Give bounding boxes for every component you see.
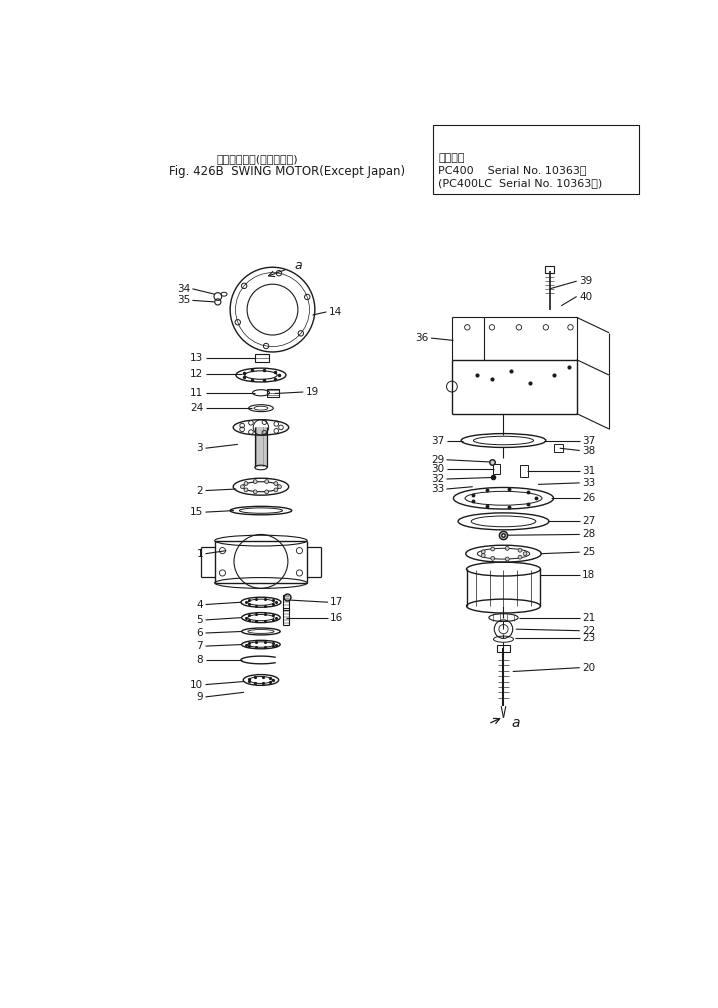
Bar bbox=[284, 609, 289, 625]
Text: 14: 14 bbox=[329, 306, 342, 317]
Circle shape bbox=[265, 480, 269, 484]
Bar bbox=[554, 445, 563, 452]
Circle shape bbox=[491, 556, 495, 560]
Text: 31: 31 bbox=[582, 467, 595, 477]
Text: 2: 2 bbox=[197, 486, 203, 496]
Text: 38: 38 bbox=[582, 446, 595, 456]
Text: 28: 28 bbox=[582, 529, 595, 539]
Text: 26: 26 bbox=[582, 493, 595, 503]
Bar bbox=[267, 389, 279, 396]
Text: 29: 29 bbox=[431, 455, 444, 465]
Text: 旋　回モータ(海　外　向): 旋 回モータ(海 外 向) bbox=[216, 154, 298, 164]
Circle shape bbox=[274, 482, 278, 486]
Text: 32: 32 bbox=[431, 474, 444, 484]
Bar bbox=[521, 465, 528, 478]
Text: 12: 12 bbox=[190, 369, 203, 379]
Text: 5: 5 bbox=[197, 615, 203, 625]
Text: 22: 22 bbox=[582, 626, 595, 636]
Text: 18: 18 bbox=[582, 571, 595, 581]
Text: (PC400LC  Serial No. 10363～): (PC400LC Serial No. 10363～) bbox=[438, 177, 602, 187]
Text: 36: 36 bbox=[416, 333, 429, 343]
Text: 27: 27 bbox=[582, 516, 595, 526]
Text: 34: 34 bbox=[177, 284, 190, 293]
Bar bbox=[498, 644, 510, 652]
Text: 33: 33 bbox=[582, 478, 595, 488]
Bar bbox=[284, 595, 289, 610]
Text: 17: 17 bbox=[330, 597, 343, 607]
Circle shape bbox=[274, 488, 278, 492]
Circle shape bbox=[523, 551, 527, 555]
Text: 16: 16 bbox=[330, 613, 343, 623]
Text: 7: 7 bbox=[197, 641, 203, 651]
Text: 37: 37 bbox=[582, 435, 595, 446]
Text: a: a bbox=[294, 259, 302, 272]
Text: 21: 21 bbox=[582, 613, 595, 623]
Text: 39: 39 bbox=[579, 276, 592, 286]
Bar bbox=[545, 266, 554, 272]
Circle shape bbox=[253, 490, 257, 494]
Text: 37: 37 bbox=[431, 435, 444, 446]
Circle shape bbox=[518, 548, 522, 552]
Text: 3: 3 bbox=[197, 444, 203, 454]
Text: 33: 33 bbox=[431, 484, 444, 494]
Text: 23: 23 bbox=[582, 633, 595, 643]
Text: 9: 9 bbox=[197, 691, 203, 702]
Circle shape bbox=[491, 547, 495, 551]
Bar bbox=[493, 465, 500, 474]
Circle shape bbox=[505, 546, 509, 550]
Text: 10: 10 bbox=[190, 679, 203, 689]
Text: 25: 25 bbox=[582, 547, 595, 557]
Circle shape bbox=[265, 490, 269, 494]
Text: 8: 8 bbox=[197, 655, 203, 665]
Text: a: a bbox=[511, 716, 520, 730]
Bar bbox=[433, 125, 639, 195]
Text: 6: 6 bbox=[197, 628, 203, 638]
Text: 20: 20 bbox=[582, 662, 595, 672]
Circle shape bbox=[505, 557, 509, 560]
Text: 適用号機: 適用号機 bbox=[438, 153, 465, 163]
Circle shape bbox=[481, 553, 485, 557]
Text: 13: 13 bbox=[190, 353, 203, 363]
Text: 11: 11 bbox=[190, 388, 203, 398]
Text: 1: 1 bbox=[197, 548, 203, 558]
Text: 35: 35 bbox=[177, 295, 190, 305]
Text: 24: 24 bbox=[190, 403, 203, 413]
Bar bbox=[255, 354, 269, 362]
Circle shape bbox=[277, 485, 281, 489]
Text: PC400    Serial No. 10363～: PC400 Serial No. 10363～ bbox=[438, 165, 587, 175]
Circle shape bbox=[244, 482, 248, 486]
Text: 19: 19 bbox=[306, 387, 319, 397]
Circle shape bbox=[241, 485, 244, 489]
Circle shape bbox=[518, 555, 522, 559]
Text: 40: 40 bbox=[579, 291, 592, 301]
Text: 15: 15 bbox=[190, 507, 203, 517]
Circle shape bbox=[481, 550, 485, 553]
Circle shape bbox=[244, 488, 248, 492]
Text: 30: 30 bbox=[431, 464, 444, 474]
Circle shape bbox=[253, 480, 257, 484]
Text: 4: 4 bbox=[197, 600, 203, 610]
Text: Fig. 426B  SWING MOTOR(Except Japan): Fig. 426B SWING MOTOR(Except Japan) bbox=[169, 164, 405, 177]
